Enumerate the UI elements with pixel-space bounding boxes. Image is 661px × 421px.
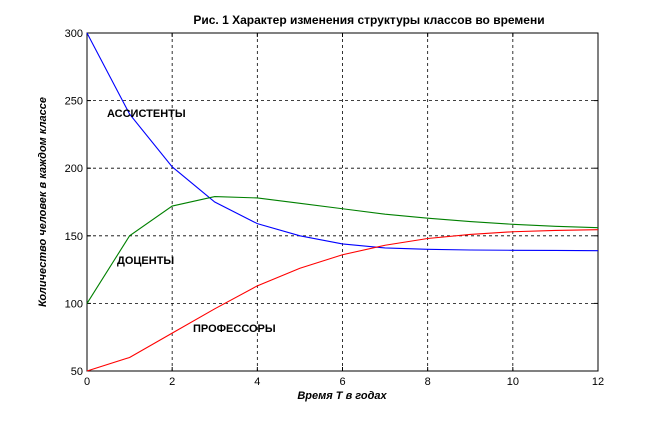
series-label-0: АССИСТЕНТЫ — [107, 108, 186, 120]
x-tick-label: 8 — [425, 376, 431, 388]
x-axis-label: Время Т в годах — [297, 390, 387, 402]
y-tick-label: 150 — [65, 231, 83, 243]
series-line-0 — [86, 32, 599, 252]
series-label-2: ПРОФЕССОРЫ — [193, 323, 276, 335]
y-tick-label: 300 — [65, 28, 83, 40]
y-tick-label: 200 — [65, 163, 83, 175]
series-lines — [86, 32, 599, 372]
y-tick-label: 50 — [71, 366, 83, 378]
y-tick-label: 250 — [65, 96, 83, 108]
y-axis-label: Количество человек в каждом классе — [37, 97, 49, 307]
x-tick-label: 6 — [339, 376, 345, 388]
x-tick-label: 4 — [254, 376, 260, 388]
grid — [87, 33, 598, 371]
x-tick-label: 12 — [592, 376, 604, 388]
series-label-1: ДОЦЕНТЫ — [117, 255, 174, 267]
x-tick-label: 2 — [169, 376, 175, 388]
x-tick-label: 0 — [84, 376, 90, 388]
series-line-2 — [86, 229, 599, 372]
x-tick-label: 10 — [507, 376, 519, 388]
axis-ticks: 0 2 4 6 8 10 12 50 100 150 200 250 300 — [65, 28, 604, 388]
series-labels: АССИСТЕНТЫ ДОЦЕНТЫ ПРОФЕССОРЫ — [107, 108, 276, 335]
series-line-1 — [86, 196, 599, 304]
y-tick-label: 100 — [65, 298, 83, 310]
chart-title: Рис. 1 Характер изменения структуры клас… — [193, 13, 544, 27]
